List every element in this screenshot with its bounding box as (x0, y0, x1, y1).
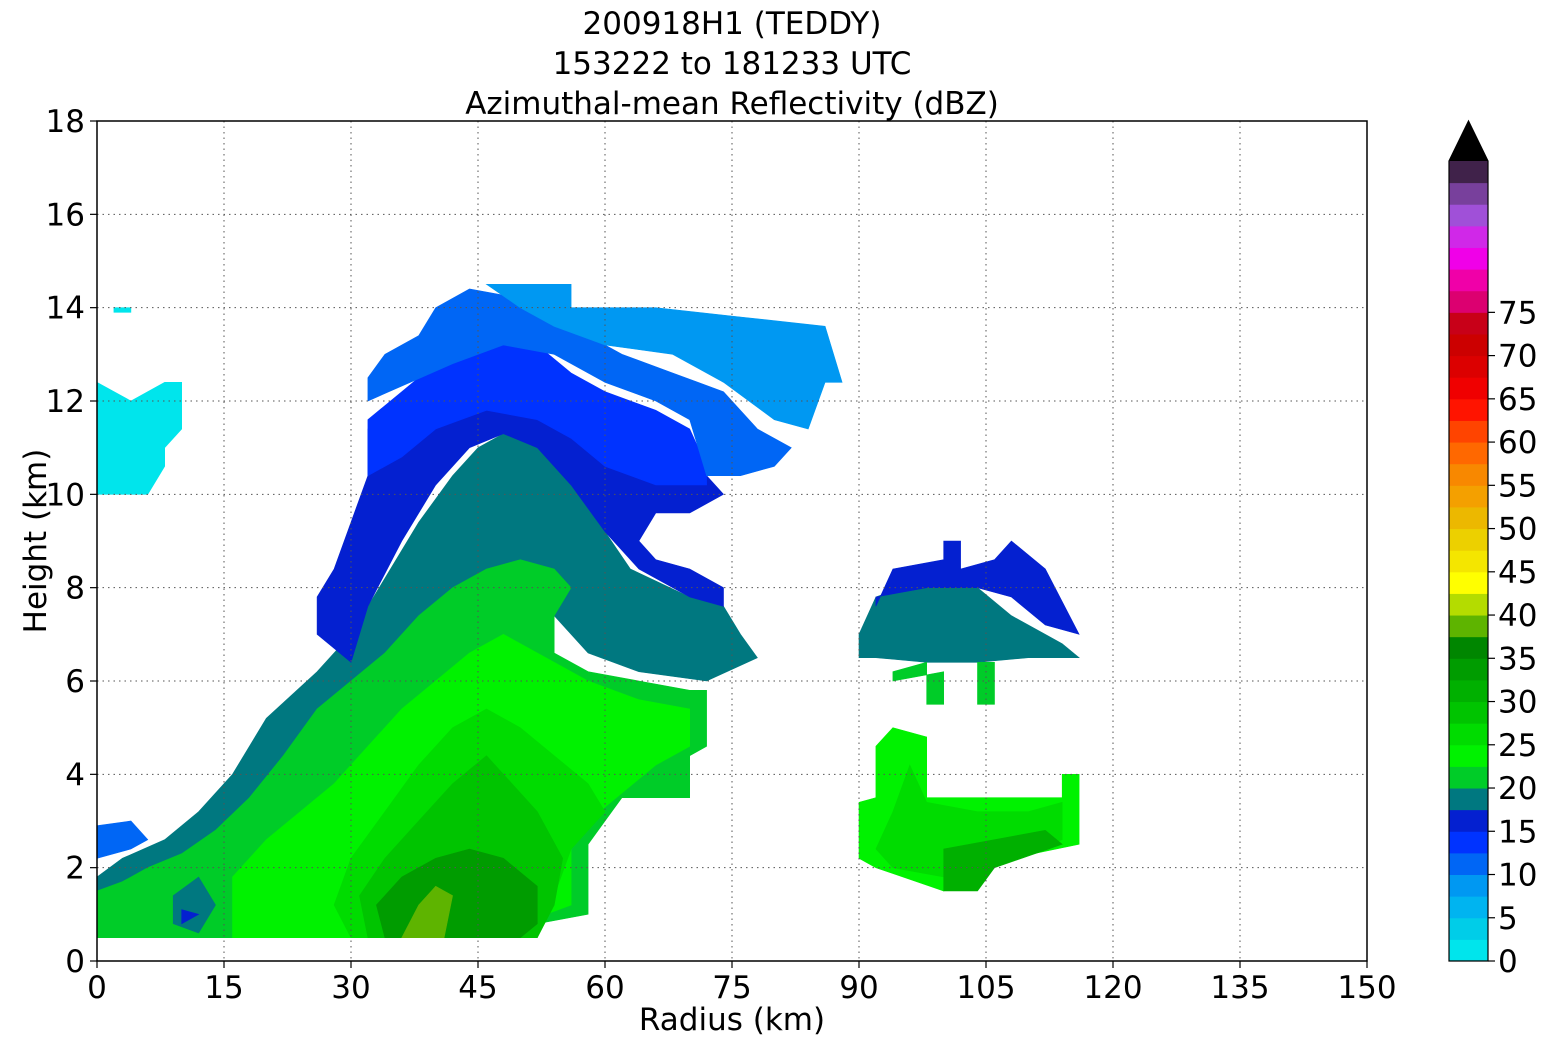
y-axis-ticks: 0 2 4 6 8 10 12 14 16 18 (46, 104, 97, 980)
colorbar-outline (1448, 119, 1489, 962)
colorbar-segment-17 (1449, 571, 1488, 594)
colorbar-segment-15 (1449, 615, 1488, 638)
x-tick-label-90: 90 (839, 970, 878, 1006)
y-tick-label-4: 4 (65, 757, 85, 793)
colorbar-segment-7 (1449, 788, 1488, 811)
y-tick-label-18: 18 (46, 104, 85, 140)
contour-0-dbz-19 (113, 307, 132, 313)
colorbar-extend-arrow (1449, 121, 1488, 161)
colorbar-tick-label-75: 75 (1498, 295, 1537, 331)
colorbar-segment-33 (1449, 225, 1488, 248)
colorbar-tick-label-40: 40 (1498, 598, 1537, 634)
colorbar-tick-label-0: 0 (1498, 944, 1518, 980)
colorbar-segment-9 (1449, 744, 1488, 767)
colorbar-segment-24 (1449, 420, 1488, 443)
colorbar-segment-27 (1449, 355, 1488, 378)
x-tick-label-15: 15 (204, 970, 243, 1006)
colorbar-segment-23 (1449, 442, 1488, 465)
y-tick-label-14: 14 (46, 291, 85, 327)
title-line-3: Azimuthal-mean Reflectivity (dBZ) (465, 86, 999, 122)
y-tick-label-0: 0 (65, 944, 85, 980)
colorbar-segment-10 (1449, 723, 1488, 746)
colorbar-tick-label-20: 20 (1498, 771, 1537, 807)
colorbar-tick-label-50: 50 (1498, 512, 1537, 548)
colorbar-tick-label-35: 35 (1498, 641, 1537, 677)
x-tick-label-75: 75 (712, 970, 751, 1006)
colorbar-tick-label-60: 60 (1498, 425, 1537, 461)
colorbar-segment-13 (1449, 658, 1488, 681)
colorbar-segment-8 (1449, 766, 1488, 789)
x-tick-label-135: 135 (1210, 970, 1269, 1006)
colorbar-segment-1 (1449, 917, 1488, 940)
colorbar-tick-label-30: 30 (1498, 685, 1537, 721)
contour-0-dbz-18 (97, 381, 182, 495)
x-tick-label-30: 30 (331, 970, 370, 1006)
colorbar-segment-16 (1449, 593, 1488, 616)
colorbar-segment-14 (1449, 636, 1488, 659)
contour-7_5-dbz-9 (367, 288, 792, 477)
colorbar-tick-label-15: 15 (1498, 814, 1537, 850)
y-tick-label-12: 12 (46, 384, 85, 420)
contour-10-dbz-22 (181, 909, 200, 925)
colorbar-segment-31 (1449, 269, 1488, 292)
colorbar-tick-label-65: 65 (1498, 382, 1537, 418)
figure-title: 200918H1 (TEDDY) 153222 to 181233 UTC Az… (465, 6, 999, 122)
colorbar-segment-0 (1449, 939, 1488, 962)
grid-lines (97, 121, 1367, 961)
title-line-1: 200918H1 (TEDDY) (583, 6, 882, 42)
colorbar-segment-12 (1449, 679, 1488, 703)
colorbar-segment-28 (1449, 333, 1488, 357)
x-tick-label-45: 45 (458, 970, 497, 1006)
colorbar-ticks: 0 5 10 15 20 25 30 35 40 45 50 55 60 65 70 75 (1488, 295, 1537, 980)
y-tick-label-8: 8 (65, 571, 85, 607)
colorbar-segment-26 (1449, 377, 1488, 400)
colorbar-segment-30 (1449, 290, 1488, 313)
contour-25-dbz-17 (943, 829, 1063, 892)
y-tick-label-16: 16 (46, 197, 85, 233)
colorbar-tick-label-25: 25 (1498, 728, 1537, 764)
colorbar-segment-2 (1449, 896, 1488, 919)
contour-7_5-dbz-20 (97, 820, 149, 868)
colorbar-segment-6 (1449, 809, 1488, 832)
x-axis-ticks: 0 15 30 45 60 75 90 105 120 135 150 (87, 961, 1397, 1006)
y-tick-label-2: 2 (65, 851, 85, 887)
colorbar-tick-label-45: 45 (1498, 555, 1537, 591)
colorbar-segment-35 (1449, 182, 1488, 205)
contour-30-dbz-6 (401, 885, 453, 939)
colorbar-tick-label-5: 5 (1498, 901, 1518, 937)
colorbar-segment-4 (1449, 852, 1488, 876)
colorbar-tick-label-10: 10 (1498, 858, 1537, 894)
colorbar-segment-29 (1449, 312, 1488, 335)
x-tick-label-105: 105 (956, 970, 1015, 1006)
y-axis-label: Height (km) (18, 449, 54, 634)
contour-17_5-dbz-13 (892, 661, 945, 705)
colorbar-segment-19 (1449, 528, 1488, 551)
x-tick-label-60: 60 (585, 970, 624, 1006)
x-axis-label: Radius (km) (639, 1002, 825, 1038)
contour-fills (97, 283, 1080, 939)
colorbar-segment-20 (1449, 506, 1488, 530)
colorbar-segment-11 (1449, 701, 1488, 724)
title-line-2: 153222 to 181233 UTC (553, 46, 912, 82)
colorbar-tick-label-55: 55 (1498, 468, 1537, 504)
x-tick-label-120: 120 (1083, 970, 1142, 1006)
colorbar-segment-36 (1449, 161, 1488, 184)
colorbar-segment-21 (1449, 485, 1488, 508)
colorbar-segment-32 (1449, 247, 1488, 270)
colorbar-segment-22 (1449, 463, 1488, 486)
y-tick-label-6: 6 (65, 664, 85, 700)
colorbar-segment-5 (1449, 831, 1488, 854)
colorbar-segment-18 (1449, 550, 1488, 573)
x-tick-label-0: 0 (87, 970, 107, 1006)
contour-5-dbz-10 (485, 283, 843, 430)
colorbar (1448, 119, 1489, 962)
y-tick-label-10: 10 (46, 477, 85, 513)
colorbar-segment-25 (1449, 398, 1488, 421)
colorbar-segment-3 (1449, 874, 1488, 897)
x-tick-label-150: 150 (1337, 970, 1396, 1006)
colorbar-tick-label-70: 70 (1498, 339, 1537, 375)
colorbar-segment-34 (1449, 204, 1488, 227)
